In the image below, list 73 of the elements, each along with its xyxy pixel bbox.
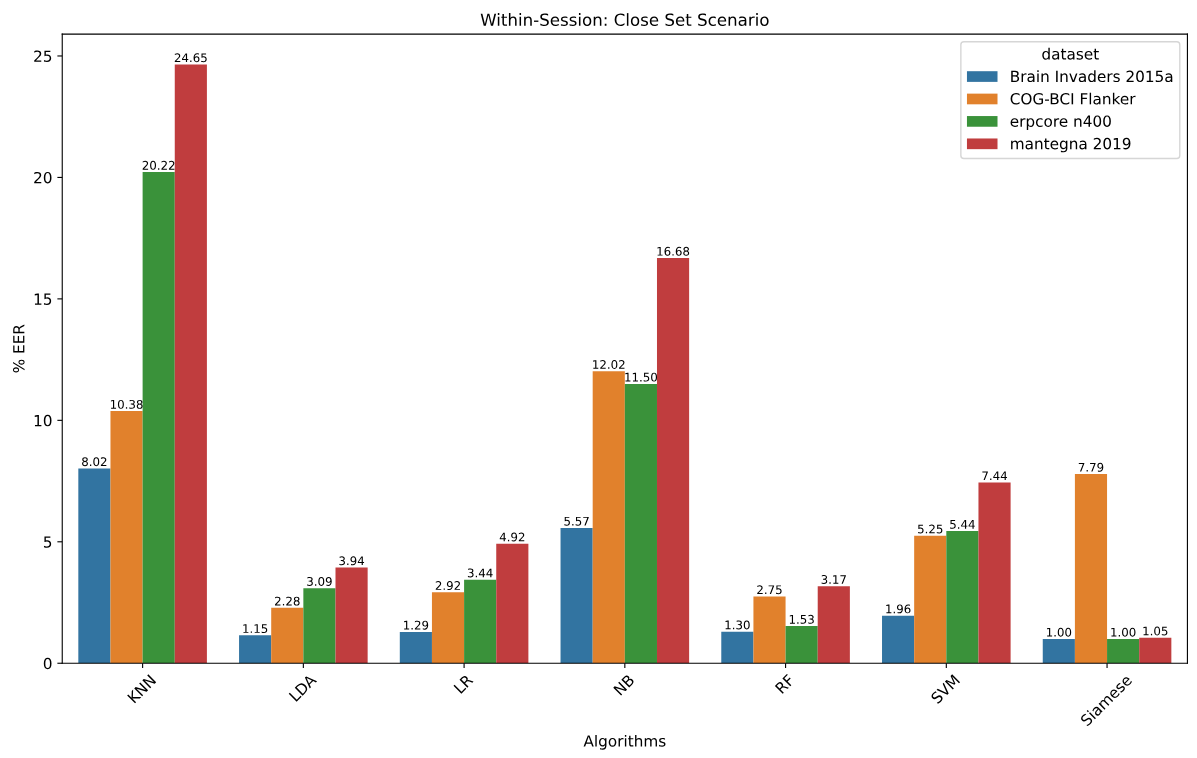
y-tick-label: 0 xyxy=(43,657,52,670)
y-tick-label: 10 xyxy=(34,414,52,427)
data-label: 24.65 xyxy=(174,53,207,63)
y-tick-label: 20 xyxy=(34,171,52,184)
data-label: 16.68 xyxy=(657,246,690,256)
bar xyxy=(721,631,754,664)
chart-title: Within-Session: Close Set Scenario xyxy=(480,13,769,27)
data-label: 5.57 xyxy=(564,516,589,526)
bar xyxy=(560,527,593,664)
data-label: 1.05 xyxy=(1143,626,1168,636)
y-tick-label: 15 xyxy=(34,293,52,305)
y-tick-label: 25 xyxy=(34,50,52,62)
bar xyxy=(1107,638,1140,664)
data-label: 1.00 xyxy=(1111,627,1136,637)
data-label: 12.02 xyxy=(593,360,625,369)
bar xyxy=(1139,637,1172,664)
data-label: 2.92 xyxy=(435,581,460,591)
legend-label: erpcore n400 xyxy=(1010,115,1111,130)
bar xyxy=(78,468,111,664)
bar xyxy=(656,258,690,664)
y-tick-label: 5 xyxy=(43,536,52,548)
bar xyxy=(1074,474,1108,664)
data-label: 1.00 xyxy=(1046,627,1072,637)
x-axis-title: Algorithms xyxy=(583,734,666,750)
data-label: 2.28 xyxy=(275,596,300,606)
data-label: 1.53 xyxy=(789,614,814,624)
bar xyxy=(496,543,529,664)
x-tick-label: LR xyxy=(453,673,474,694)
data-label: 1.15 xyxy=(243,624,268,634)
legend-label: mantegna 2019 xyxy=(1011,137,1131,153)
bar xyxy=(946,531,979,664)
bar xyxy=(592,371,625,664)
bar xyxy=(785,626,818,664)
legend-label: Brain Invaders 2015a xyxy=(1011,70,1173,83)
data-label: 3.94 xyxy=(339,556,365,566)
bar xyxy=(335,567,368,664)
bar xyxy=(882,615,915,664)
bar xyxy=(1042,638,1075,664)
y-axis-title: % EER xyxy=(13,324,25,373)
data-label: 10.38 xyxy=(110,399,143,409)
bar xyxy=(817,586,850,664)
data-label: 1.30 xyxy=(725,620,750,630)
bar xyxy=(142,172,175,664)
bar xyxy=(753,596,786,664)
data-label: 8.02 xyxy=(82,457,107,467)
x-tick-label: NB xyxy=(613,674,635,696)
bar xyxy=(174,64,207,664)
data-label: 3.44 xyxy=(467,568,493,578)
legend-title: dataset xyxy=(1042,47,1099,60)
data-label: 1.96 xyxy=(886,604,911,614)
bar xyxy=(303,588,336,664)
bar xyxy=(914,535,947,664)
data-label: 1.29 xyxy=(404,620,429,630)
bar xyxy=(399,631,432,664)
bar xyxy=(110,411,143,664)
data-label: 20.22 xyxy=(142,160,175,170)
bar xyxy=(464,579,497,664)
bar xyxy=(431,592,465,664)
bar xyxy=(624,383,657,664)
data-label: 5.44 xyxy=(950,520,975,529)
data-label: 5.25 xyxy=(918,524,943,534)
x-tick-label: RF xyxy=(774,673,795,694)
bar xyxy=(271,607,304,664)
data-label: 11.50 xyxy=(625,372,658,382)
data-label: 2.75 xyxy=(757,585,782,595)
bar xyxy=(239,635,272,664)
bar xyxy=(978,482,1011,664)
data-label: 7.44 xyxy=(982,471,1008,481)
data-label: 3.09 xyxy=(307,576,332,586)
data-label: 7.79 xyxy=(1078,462,1104,472)
data-label: 3.17 xyxy=(821,575,846,584)
data-label: 4.92 xyxy=(499,532,525,542)
legend-label: COG-BCI Flanker xyxy=(1010,92,1136,105)
